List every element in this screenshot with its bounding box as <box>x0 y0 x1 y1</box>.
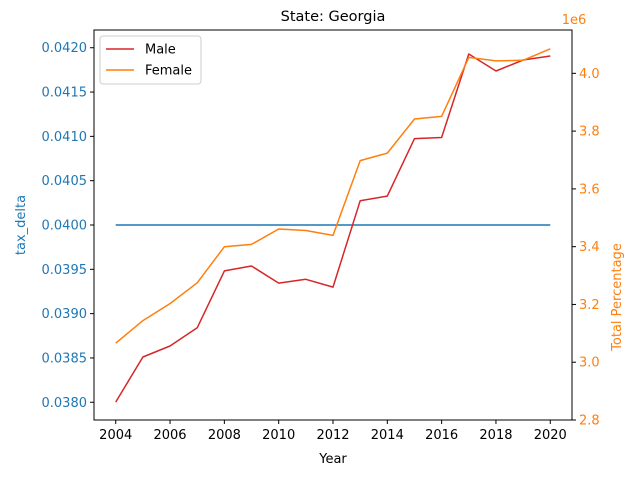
left-tick-label: 0.0410 <box>42 130 88 145</box>
left-tick-label: 0.0390 <box>42 307 88 322</box>
right-axis-offset-text: 1e6 <box>562 13 587 28</box>
right-axis-label: Total Percentage <box>610 243 625 352</box>
left-tick-label: 0.0420 <box>42 41 88 56</box>
x-tick-label: 2012 <box>316 428 349 443</box>
x-tick-label: 2006 <box>153 428 186 443</box>
x-tick-label: 2016 <box>425 428 458 443</box>
right-tick-label: 3.4 <box>579 240 600 255</box>
right-tick-label: 2.8 <box>579 414 600 429</box>
left-axis-label: tax_delta <box>14 195 29 255</box>
left-tick-label: 0.0400 <box>42 219 88 234</box>
x-tick-label: 2014 <box>371 428 404 443</box>
right-tick-label: 3.0 <box>579 356 600 371</box>
left-tick-label: 0.0380 <box>42 396 88 411</box>
right-tick-label: 3.2 <box>579 298 600 313</box>
series-line-female <box>115 48 551 344</box>
x-tick-label: 2010 <box>262 428 295 443</box>
legend-label-female: Female <box>145 64 192 79</box>
x-tick-label: 2008 <box>208 428 241 443</box>
right-tick-label: 3.8 <box>579 125 600 140</box>
x-axis-label: Year <box>318 452 347 467</box>
right-tick-label: 4.0 <box>579 67 600 82</box>
chart-title: State: Georgia <box>281 9 386 25</box>
legend: Male Female <box>99 35 202 85</box>
x-tick-label: 2020 <box>534 428 567 443</box>
left-tick-label: 0.0395 <box>42 263 88 278</box>
series-line-male <box>115 53 551 403</box>
legend-box <box>99 35 202 85</box>
x-tick-label: 2004 <box>99 428 132 443</box>
left-tick-label: 0.0385 <box>42 351 88 366</box>
plot-frame <box>93 29 573 421</box>
right-tick-label: 3.6 <box>579 182 600 197</box>
x-tick-label: 2018 <box>479 428 512 443</box>
series-lines <box>115 48 551 403</box>
axes: 2004 2006 2008 2010 2012 2014 2016 2018 2020 0.03… <box>42 41 600 443</box>
legend-label-male: Male <box>145 43 176 58</box>
left-tick-label: 0.0415 <box>42 86 88 101</box>
left-tick-label: 0.0405 <box>42 174 88 189</box>
